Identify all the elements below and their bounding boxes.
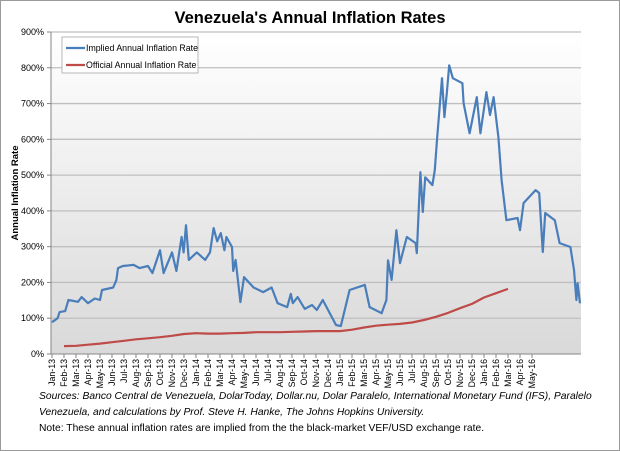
chart-notes: Sources: Banco Central de Venezuela, Dol… — [39, 389, 619, 437]
x-tick-label: Sep-13 — [143, 359, 153, 387]
sources-text: Sources: Banco Central de Venezuela, Dol… — [39, 389, 619, 421]
x-tick-label: Sep-14 — [287, 359, 297, 387]
x-tick-label: Feb-13 — [59, 359, 69, 387]
y-tick-label: 600% — [21, 134, 44, 144]
x-tick-label: Feb-14 — [203, 359, 213, 387]
sources-text-content: Sources: Banco Central de Venezuela, Dol… — [39, 391, 592, 418]
series-line-official — [63, 287, 509, 348]
x-tick-label: Oct-14 — [299, 359, 309, 386]
x-tick-label: Nov-13 — [167, 359, 177, 387]
x-tick-label: Mar-14 — [215, 359, 225, 387]
x-tick-label: Dec-14 — [323, 359, 333, 387]
x-tick-label: Feb-16 — [491, 359, 501, 387]
x-tick-label: Mar-15 — [359, 359, 369, 387]
x-tick-label: Feb-15 — [347, 359, 357, 387]
x-tick-label: Apr-16 — [515, 359, 525, 386]
y-tick-label: 900% — [21, 27, 44, 37]
legend: Implied Annual Inflation Rate Official A… — [61, 36, 199, 74]
x-tick-label: May-15 — [383, 359, 393, 388]
x-tick-label: May-16 — [527, 359, 537, 388]
x-tick-label: Jan-15 — [335, 359, 345, 386]
x-tick-label: Aug-13 — [131, 359, 141, 387]
y-tick-label: 100% — [21, 313, 44, 323]
y-tick-label: 500% — [21, 170, 44, 180]
x-tick-label: Dec-15 — [467, 359, 477, 387]
legend-label-official: Official Annual Inflation Rate — [86, 60, 196, 70]
series-line-implied — [51, 64, 582, 328]
x-tick-label: Jan-13 — [47, 359, 57, 386]
y-tick-label: 400% — [21, 206, 44, 216]
y-tick-label: 700% — [21, 99, 44, 109]
x-tick-label: Jan-16 — [479, 359, 489, 386]
x-tick-label: Apr-15 — [371, 359, 381, 386]
x-tick-label: Apr-14 — [227, 359, 237, 386]
x-tick-label: Aug-15 — [419, 359, 429, 387]
x-tick-label: Jan-14 — [191, 359, 201, 386]
x-tick-label: May-13 — [95, 359, 105, 388]
x-tick-label: Jul-13 — [119, 359, 129, 383]
x-tick-label: Aug-14 — [275, 359, 285, 387]
y-tick-label: 800% — [21, 63, 44, 73]
x-tick-label: Sep-15 — [431, 359, 441, 387]
x-tick-label: Nov-15 — [455, 359, 465, 387]
x-tick-label: Jul-15 — [407, 359, 417, 383]
x-tick-label: Jun-14 — [251, 359, 261, 386]
x-tick-label: Dec-13 — [179, 359, 189, 387]
y-tick-label: 200% — [21, 277, 44, 287]
x-tick-label: Jun-15 — [395, 359, 405, 386]
x-tick-label: Apr-13 — [83, 359, 93, 386]
note-text: Note: These annual inflation rates are i… — [39, 423, 485, 434]
x-tick-label: Jul-14 — [263, 359, 273, 383]
legend-label-implied: Implied Annual Inflation Rate — [86, 43, 198, 53]
y-tick-label: 0% — [31, 349, 44, 359]
x-tick-label: Jun-13 — [107, 359, 117, 386]
x-tick-label: Nov-14 — [311, 359, 321, 387]
x-tick-label: Mar-13 — [71, 359, 81, 387]
x-tick-label: May-14 — [239, 359, 249, 388]
x-tick-label: Mar-16 — [503, 359, 513, 387]
y-tick-label: 300% — [21, 242, 44, 252]
plot-area — [51, 32, 581, 354]
y-axis-title: Annual Inflation Rate — [10, 146, 21, 241]
x-tick-label: Oct-13 — [155, 359, 165, 386]
chart-title: Venezuela's Annual Inflation Rates — [174, 9, 445, 27]
x-tick-label: Oct-15 — [443, 359, 453, 386]
